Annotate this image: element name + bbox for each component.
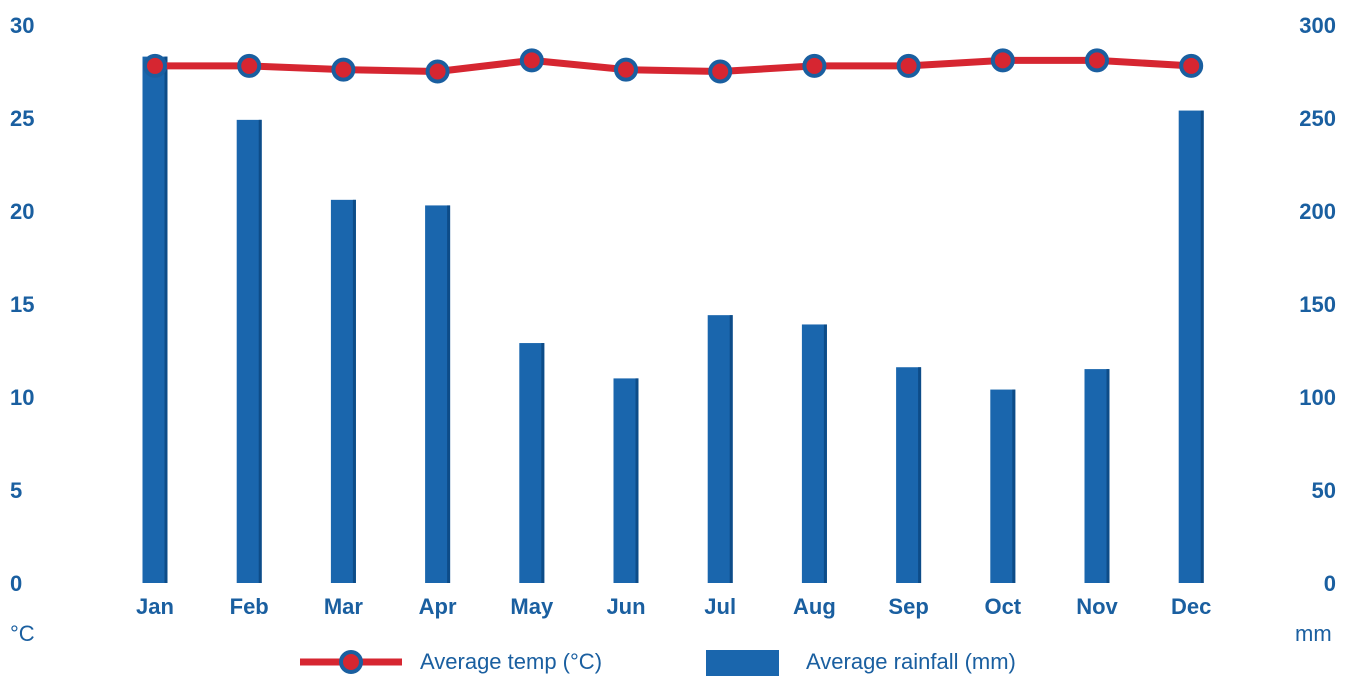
rainfall-bar-shade bbox=[729, 315, 733, 583]
rainfall-bars bbox=[142, 56, 1204, 584]
rainfall-bar-shade bbox=[164, 56, 168, 584]
left-axis-tick-label: 30 bbox=[10, 13, 34, 38]
rainfall-bar-body bbox=[425, 205, 451, 584]
temperature-point-jan bbox=[143, 53, 167, 78]
rainfall-bar-body bbox=[801, 324, 827, 583]
rainfall-bar-shade bbox=[823, 324, 827, 583]
rainfall-bar-dec bbox=[1178, 110, 1204, 583]
legend-rain-swatch bbox=[706, 650, 779, 676]
rainfall-bar-body bbox=[990, 389, 1016, 583]
temperature-line bbox=[155, 56, 1192, 75]
temperature-point-sep bbox=[896, 53, 921, 78]
rainfall-bar-body bbox=[519, 343, 545, 583]
temperature-point-apr bbox=[425, 59, 450, 84]
rainfall-bar-may bbox=[519, 343, 545, 583]
rainfall-bar-feb bbox=[236, 119, 262, 584]
x-axis-label-may: May bbox=[510, 594, 554, 619]
rainfall-bar-jul bbox=[707, 315, 733, 583]
x-axis-label-nov: Nov bbox=[1076, 594, 1118, 619]
x-axis-label-sep: Sep bbox=[888, 594, 928, 619]
right-axis-unit: mm bbox=[1295, 621, 1332, 646]
rainfall-bar-shade bbox=[1012, 389, 1016, 583]
legend-temp-label: Average temp (°C) bbox=[420, 649, 602, 674]
right-axis-tick-label: 300 bbox=[1299, 13, 1336, 38]
left-axis-tick-label: 20 bbox=[10, 199, 34, 224]
rainfall-bar-body bbox=[707, 315, 733, 583]
rainfall-bar-oct bbox=[990, 389, 1016, 583]
rainfall-bar-nov bbox=[1084, 369, 1110, 583]
temperature-point-oct bbox=[990, 48, 1015, 73]
rainfall-bar-jun bbox=[613, 378, 639, 583]
right-axis-tick-label: 100 bbox=[1299, 385, 1336, 410]
left-axis-unit: °C bbox=[10, 621, 35, 646]
temperature-point-aug bbox=[802, 53, 827, 78]
rainfall-bar-shade bbox=[258, 119, 262, 584]
rainfall-bar-shade bbox=[447, 205, 451, 584]
rainfall-bar-body bbox=[896, 367, 922, 583]
rainfall-bar-body bbox=[236, 119, 262, 584]
left-axis-ticks: 0 5 10 15 20 25 30 bbox=[10, 13, 34, 596]
temperature-line-group bbox=[143, 48, 1204, 84]
temperature-point-may bbox=[519, 48, 544, 73]
right-axis-tick-label: 250 bbox=[1299, 106, 1336, 131]
rainfall-bar-shade bbox=[352, 199, 356, 583]
right-axis-tick-label: 0 bbox=[1324, 571, 1336, 596]
x-axis-label-apr: Apr bbox=[419, 594, 457, 619]
rainfall-bar-body bbox=[613, 378, 639, 583]
left-axis-tick-label: 25 bbox=[10, 106, 34, 131]
right-axis-tick-label: 200 bbox=[1299, 199, 1336, 224]
temperature-point-feb bbox=[237, 53, 262, 78]
x-axis-label-jan: Jan bbox=[136, 594, 174, 619]
x-axis-label-jun: Jun bbox=[606, 594, 645, 619]
rainfall-bar-body bbox=[142, 56, 168, 584]
x-axis-label-feb: Feb bbox=[230, 594, 269, 619]
x-axis-label-dec: Dec bbox=[1171, 594, 1211, 619]
rainfall-bar-body bbox=[1084, 369, 1110, 583]
rainfall-bar-shade bbox=[918, 367, 922, 583]
rainfall-bar-jan bbox=[142, 56, 168, 584]
temperature-point-dec bbox=[1179, 53, 1204, 78]
left-axis-tick-label: 0 bbox=[10, 571, 22, 596]
temperature-point-mar bbox=[331, 57, 356, 82]
rainfall-bar-mar bbox=[330, 199, 356, 583]
rainfall-bar-aug bbox=[801, 324, 827, 583]
x-axis-label-aug: Aug bbox=[793, 594, 836, 619]
right-axis-ticks: 0 50 100 150 200 250 300 bbox=[1299, 13, 1336, 596]
x-axis-label-mar: Mar bbox=[324, 594, 364, 619]
temperature-point-nov bbox=[1085, 48, 1109, 73]
rainfall-bar-apr bbox=[425, 205, 451, 584]
temperature-point-jul bbox=[708, 59, 733, 84]
left-axis-tick-label: 10 bbox=[10, 385, 34, 410]
legend-temp-marker-swatch bbox=[339, 650, 363, 674]
rainfall-bar-shade bbox=[541, 343, 545, 583]
right-axis-tick-label: 50 bbox=[1312, 478, 1336, 503]
temperature-point-jun bbox=[614, 57, 638, 82]
right-axis-tick-label: 150 bbox=[1299, 292, 1336, 317]
x-axis-label-jul: Jul bbox=[704, 594, 736, 619]
rainfall-bar-shade bbox=[1200, 110, 1204, 583]
rainfall-bar-body bbox=[330, 199, 356, 583]
legend-rain-label: Average rainfall (mm) bbox=[806, 649, 1016, 674]
x-axis-label-oct: Oct bbox=[984, 594, 1021, 619]
rainfall-bar-shade bbox=[635, 378, 639, 583]
rainfall-bar-body bbox=[1178, 110, 1204, 583]
left-axis-tick-label: 5 bbox=[10, 478, 22, 503]
rainfall-bar-shade bbox=[1106, 369, 1110, 583]
x-axis-ticks: Jan Feb Mar Apr May Jun Jul Aug Sep Oct Nov Dec bbox=[136, 594, 1211, 619]
rainfall-bar-sep bbox=[896, 367, 922, 583]
legend: Average temp (°C) Average rainfall (mm) bbox=[300, 649, 1016, 676]
left-axis-tick-label: 15 bbox=[10, 292, 34, 317]
